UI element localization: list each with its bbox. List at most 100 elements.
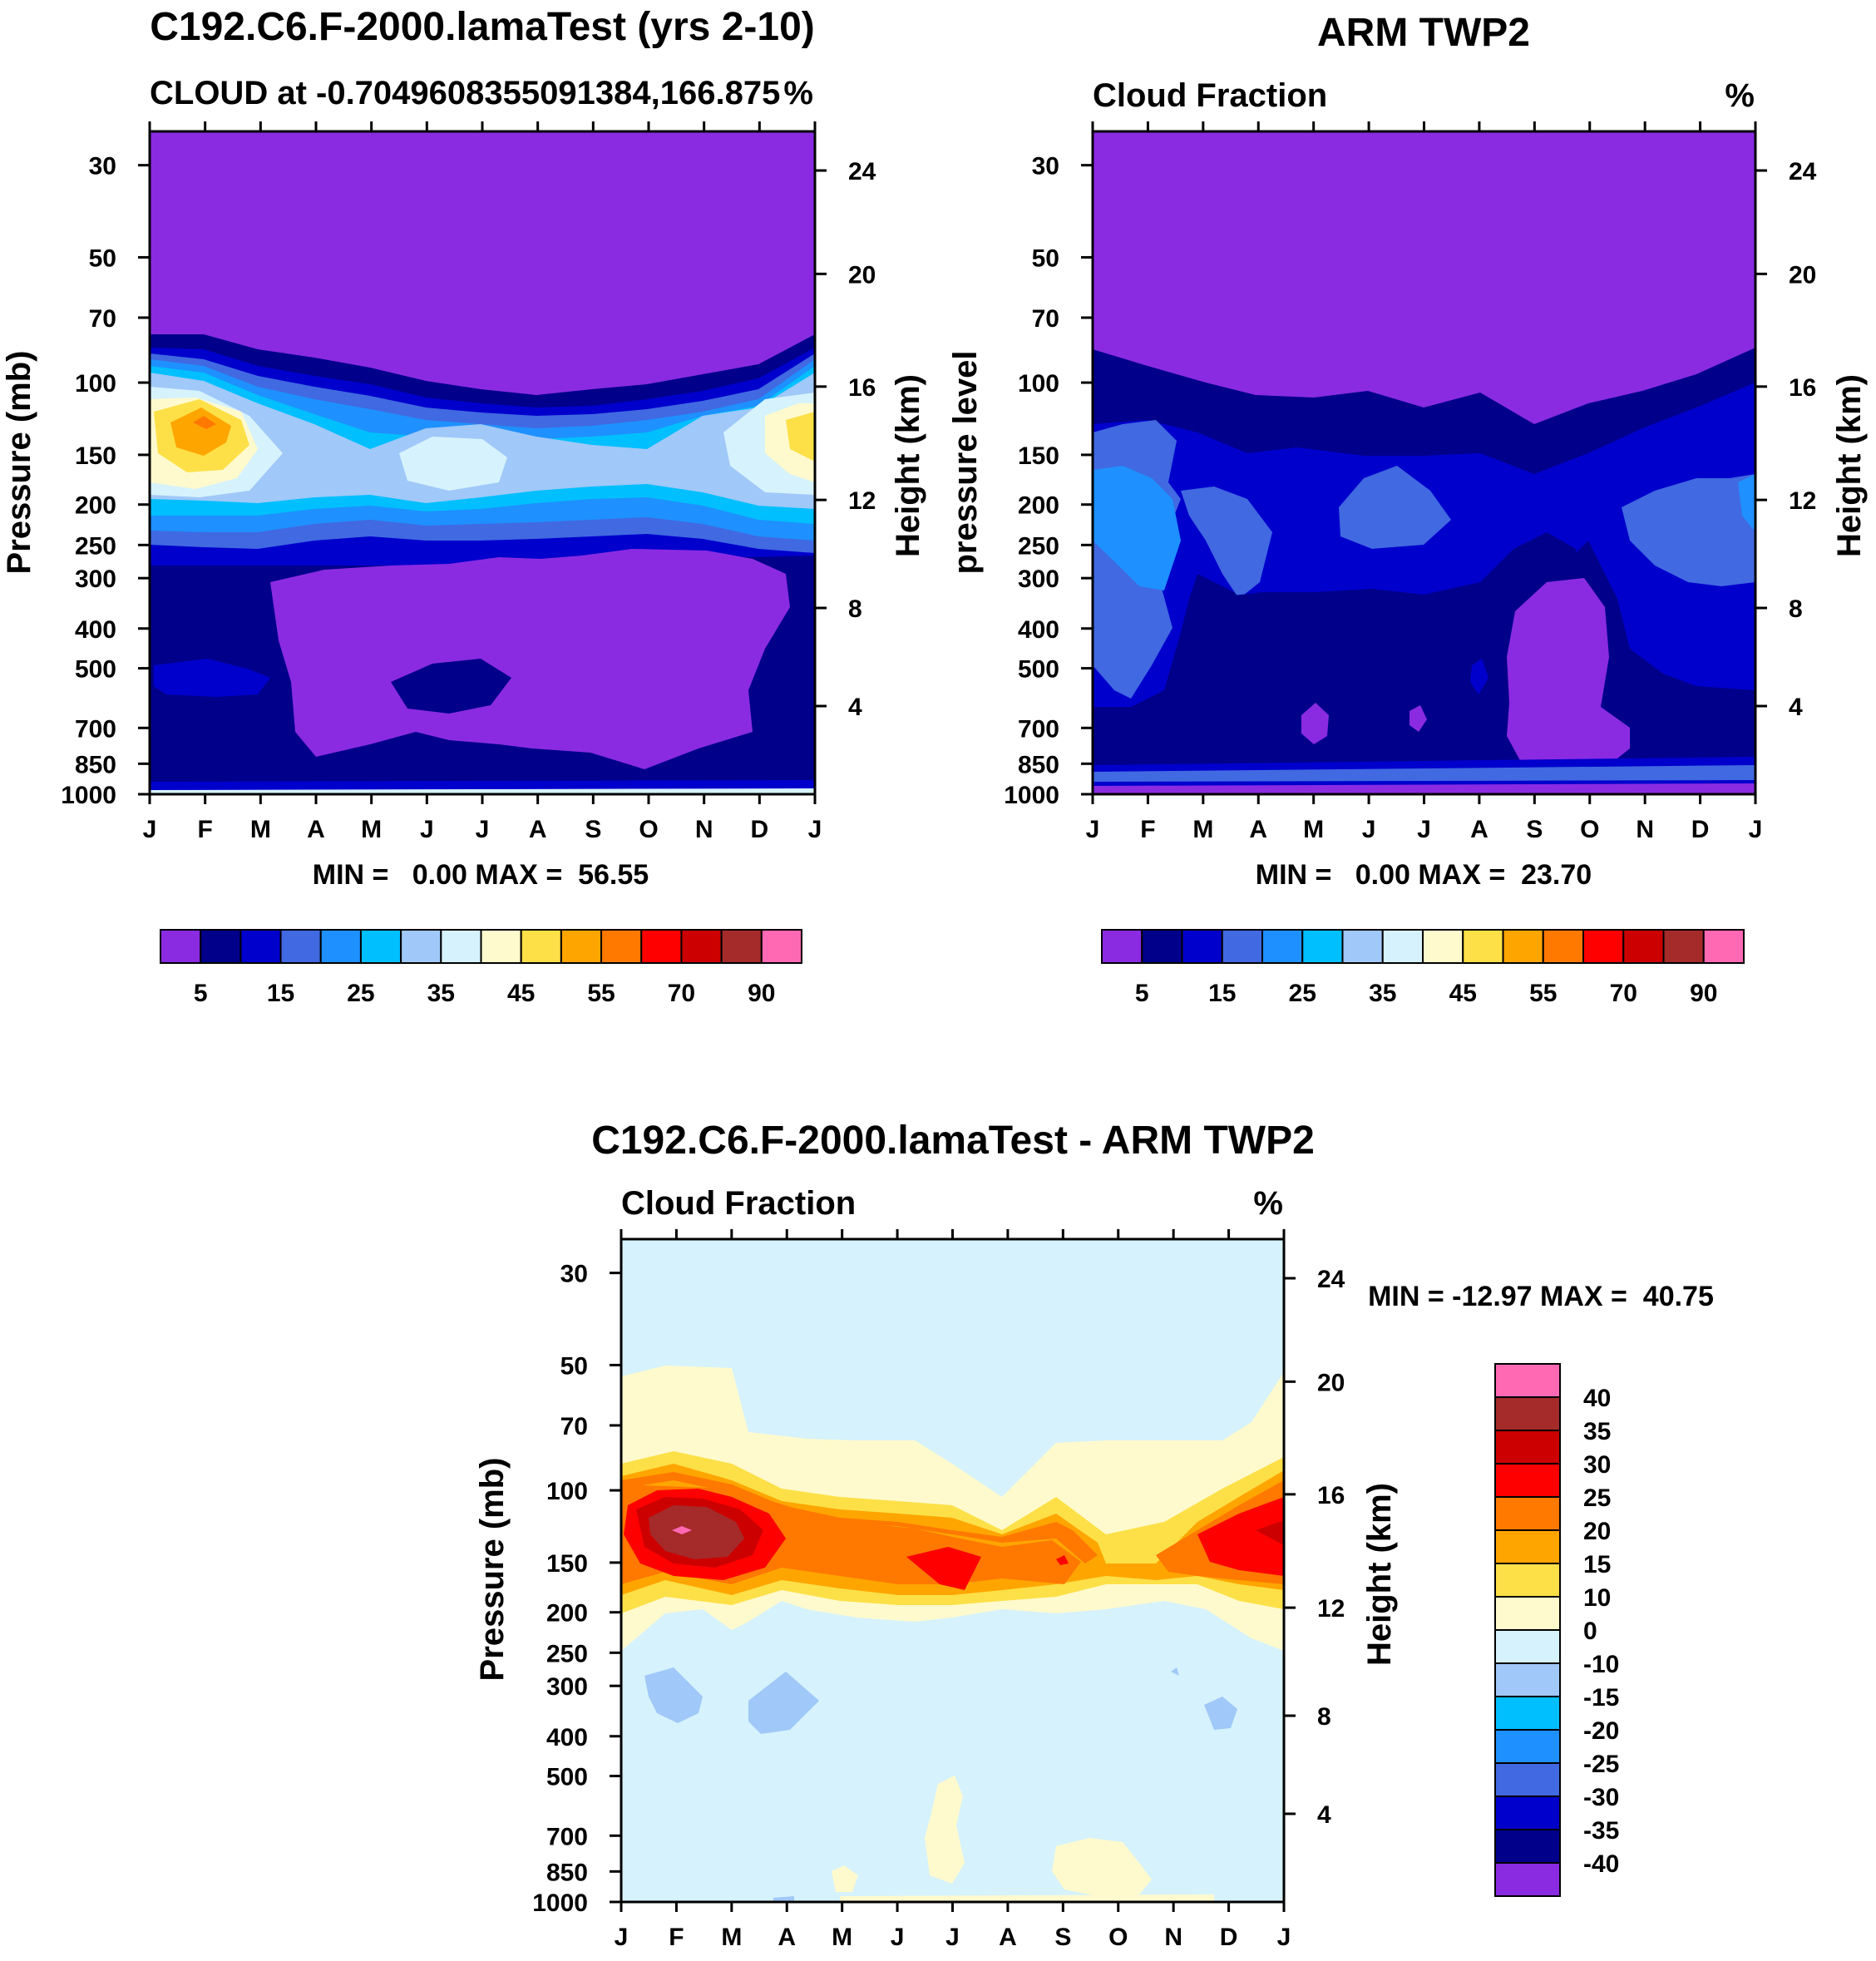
- obs-region-royal-right: [1622, 474, 1755, 586]
- obs-x-tick-label: N: [1636, 816, 1654, 843]
- diff-y2-tick-label: 24: [1317, 1266, 1345, 1293]
- model-y-tick-label: 70: [89, 305, 116, 333]
- model-y-tick-label: 30: [89, 153, 116, 180]
- obs-y-tick-label: 70: [1032, 305, 1059, 333]
- panel-diff-axes: J F M A M J J A S O N D J 30 50 70 100 150 200 250 300 400 500…: [532, 1229, 1345, 1951]
- panel-model-subtitle: CLOUD at -0.7049608355091384,166.875: [150, 75, 780, 111]
- diff-y-tick-label: 200: [546, 1600, 588, 1628]
- panel-obs: ARM TWP2 Cloud Fraction % J F M A M J J A S O N D J 3…: [947, 11, 1868, 1007]
- panel-model-ylabel-right: Height (km): [890, 374, 926, 557]
- obs-colorbar-swatch: [1582, 929, 1625, 964]
- model-colorbar-swatch: [200, 929, 242, 964]
- diff-region-pink-peak: [672, 1526, 692, 1534]
- model-colorbar-swatch: [440, 929, 482, 964]
- diff-region-darkred-right: [1256, 1520, 1284, 1545]
- model-colorbar-swatch: [680, 929, 723, 964]
- obs-region-dodger-left: [1093, 466, 1181, 590]
- diff-colorbar-label: 40: [1583, 1385, 1611, 1412]
- diff-region-surface-pos: [840, 1894, 1214, 1902]
- model-y2-tick-label: 8: [848, 595, 862, 623]
- diff-colorbar-label: 0: [1583, 1618, 1597, 1645]
- panel-model-colorbar: 5 15 25 35 45 55 70 90: [160, 929, 802, 1007]
- panel-diff-title: C192.C6.F-2000.lamaTest - ARM TWP2: [591, 1119, 1315, 1163]
- model-region-peak-dark-orange: [193, 416, 216, 429]
- panel-model-contours: [150, 131, 815, 794]
- model-region-midlevel-purple: [270, 549, 790, 769]
- model-colorbar-swatch: [640, 929, 683, 964]
- obs-y-tick-label: 500: [1018, 656, 1059, 684]
- model-region-lowcloud-blue: [154, 659, 270, 697]
- obs-y2-tick-label: 20: [1789, 261, 1816, 289]
- diff-y-tick-label: 850: [546, 1859, 588, 1886]
- model-y-tick-label: 500: [75, 656, 116, 684]
- obs-colorbar-label: 90: [1690, 980, 1717, 1007]
- diff-region-neg-blob-2: [748, 1672, 819, 1734]
- diff-y-tick-label: 500: [546, 1764, 588, 1791]
- obs-region-dodger-right: [1738, 474, 1755, 532]
- model-x-tick-label: J: [143, 816, 157, 843]
- model-region-midlevel-navy-hole: [391, 659, 511, 714]
- diff-colorbar-swatch: [1494, 1629, 1561, 1664]
- diff-colorbar-label: 10: [1583, 1584, 1611, 1612]
- diff-y2-tick-label: 4: [1317, 1801, 1331, 1829]
- panel-obs-stats: MIN = 0.00 MAX = 23.70: [1256, 859, 1592, 891]
- diff-x-tick-label: N: [1164, 1924, 1182, 1951]
- diff-region-pos-blob-1: [925, 1776, 965, 1884]
- diff-y2-tick-label: 12: [1317, 1595, 1345, 1623]
- panel-model-units: %: [783, 75, 813, 111]
- model-region-peak-yellow-2: [786, 412, 815, 462]
- diff-colorbar-swatch: [1494, 1796, 1561, 1830]
- model-x-tick-label: D: [750, 816, 768, 843]
- model-x-tick-label: J: [476, 816, 490, 843]
- obs-x-tick-label: A: [1470, 816, 1488, 843]
- diff-colorbar-label: 30: [1583, 1451, 1611, 1479]
- diff-colorbar-label: 25: [1583, 1484, 1611, 1512]
- diff-y-tick-label: 30: [560, 1261, 588, 1288]
- model-colorbar-swatch: [520, 929, 562, 964]
- obs-y-tick-label: 1000: [1004, 782, 1059, 809]
- obs-colorbar-swatch: [1702, 929, 1745, 964]
- diff-colorbar-label: 15: [1583, 1551, 1611, 1578]
- diff-x-tick-label: J: [1277, 1924, 1291, 1951]
- obs-y-tick-label: 850: [1018, 751, 1059, 778]
- diff-y-tick-label: 100: [546, 1478, 588, 1505]
- obs-x-tick-label: F: [1140, 816, 1155, 843]
- panel-model-ylabel: Pressure (mb): [1, 351, 37, 575]
- diff-colorbar-swatch: [1494, 1696, 1561, 1731]
- diff-region-neg-blob-4: [1171, 1667, 1179, 1676]
- panel-obs-axes: J F M A M J J A S O N D J 30 50 70 100 150 200 250 300 400 500…: [1004, 121, 1817, 843]
- panel-diff: C192.C6.F-2000.lamaTest - ARM TWP2 Cloud…: [474, 1119, 1714, 1951]
- obs-colorbar-swatch: [1381, 929, 1424, 964]
- diff-colorbar-swatch: [1494, 1662, 1561, 1697]
- obs-colorbar-swatch: [1502, 929, 1544, 964]
- model-y-tick-label: 100: [75, 370, 116, 398]
- model-y-tick-label: 1000: [61, 782, 116, 809]
- diff-x-tick-label: J: [891, 1924, 905, 1951]
- obs-colorbar-swatch: [1662, 929, 1705, 964]
- obs-x-tick-label: J: [1749, 816, 1763, 843]
- diff-colorbar-label: -15: [1583, 1684, 1619, 1712]
- obs-region-blue-blob: [1470, 659, 1488, 694]
- obs-y-tick-label: 200: [1018, 492, 1059, 520]
- model-colorbar-label: 55: [587, 980, 615, 1007]
- diff-colorbar-swatch: [1494, 1463, 1561, 1498]
- model-y-tick-label: 50: [89, 245, 116, 272]
- obs-colorbar-swatch: [1181, 929, 1223, 964]
- diff-colorbar-label: -40: [1583, 1850, 1619, 1878]
- model-colorbar-swatch: [760, 929, 802, 964]
- diff-region-red-right: [1197, 1497, 1284, 1576]
- model-x-tick-label: M: [361, 816, 382, 843]
- diff-colorbar-label: 20: [1583, 1518, 1611, 1545]
- diff-colorbar-swatch: [1494, 1762, 1561, 1797]
- panel-diff-colorbar: 40 35 30 25 20 15 10 0 -10 -15 -20 -25 -30 -35 -40: [1494, 1363, 1619, 1897]
- panel-diff-ylabel-right: Height (km): [1361, 1483, 1398, 1666]
- obs-colorbar-label: 5: [1135, 980, 1149, 1007]
- obs-x-tick-label: M: [1192, 816, 1213, 843]
- obs-region-royal-center: [1339, 466, 1451, 549]
- diff-colorbar-label: 35: [1583, 1418, 1611, 1445]
- obs-colorbar-swatch: [1101, 929, 1143, 964]
- model-x-tick-label: J: [420, 816, 434, 843]
- diff-x-tick-label: J: [945, 1924, 960, 1951]
- diff-colorbar-label: -35: [1583, 1817, 1619, 1845]
- diff-colorbar-swatch: [1494, 1596, 1561, 1631]
